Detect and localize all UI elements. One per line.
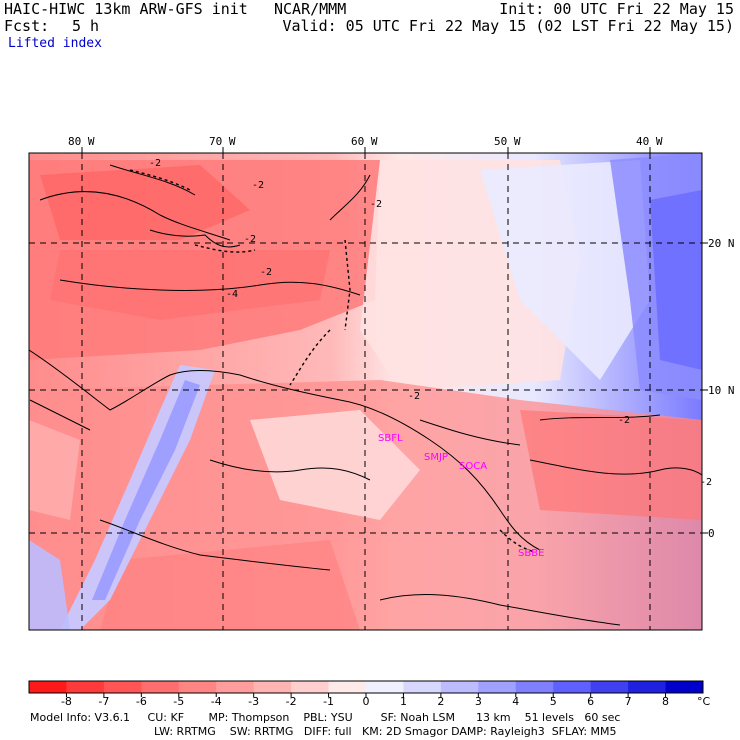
- lat-label-20n: 20 N: [708, 237, 735, 250]
- graticule: [29, 153, 702, 630]
- valid-time: Valid: 05 UTC Fri 22 May 15 (02 LST Fri …: [282, 17, 734, 35]
- station-smjp: SMJP: [424, 452, 448, 463]
- contour-label: -2: [370, 199, 382, 210]
- colorbar-swatch: [628, 681, 667, 693]
- colorbar-tick-label: 0: [363, 695, 370, 708]
- colorbar-swatch: [665, 681, 704, 693]
- contour-label: -2: [700, 477, 712, 488]
- map-field: [29, 153, 702, 630]
- colorbar-tick-label: -8: [61, 695, 72, 708]
- org-label: NCAR/MMM: [274, 0, 347, 18]
- colorbar-tick-label: 6: [587, 695, 594, 708]
- colorbar-swatch: [291, 681, 330, 693]
- station-sbbe: SBBE: [518, 548, 544, 559]
- colorbar-tick-label: -2: [286, 695, 297, 708]
- lon-label-80w: 80 W: [68, 135, 95, 148]
- colorbar-tick-label: -3: [248, 695, 259, 708]
- colorbar-unit: °C: [697, 695, 711, 708]
- colorbar-swatch: [141, 681, 180, 693]
- model-info-line1: Model Info: V3.6.1 CU: KF MP: Thompson P…: [30, 711, 621, 724]
- lon-label-60w: 60 W: [351, 135, 378, 148]
- fcst-label: Fcst:: [4, 17, 50, 35]
- init-time: Init: 00 UTC Fri 22 May 15: [499, 0, 734, 18]
- contour-label: -2: [149, 158, 161, 169]
- contour-label: -4: [226, 289, 238, 300]
- contour-label: -2: [252, 180, 264, 191]
- colorbar-tick-label: 1: [400, 695, 407, 708]
- model-title: HAIC-HIWC 13km ARW-GFS init: [4, 0, 248, 18]
- contour-label: -2: [244, 234, 256, 245]
- lon-label-50w: 50 W: [494, 135, 521, 148]
- lon-label-40w: 40 W: [636, 135, 663, 148]
- colorbar-swatch: [590, 681, 629, 693]
- colorbar-swatch: [366, 681, 404, 693]
- colorbar-tick-label: 8: [662, 695, 669, 708]
- colorbar-tick-label: -5: [173, 695, 184, 708]
- colorbar-tick-label: -6: [136, 695, 147, 708]
- colorbar-tick-label: 2: [437, 695, 444, 708]
- colorbar-swatch: [553, 681, 592, 693]
- lat-label-0: 0: [708, 527, 715, 540]
- colorbar-swatch: [216, 681, 255, 693]
- colorbar-tick-label: -1: [323, 695, 334, 708]
- colorbar-tick-label: 5: [550, 695, 557, 708]
- colorbar-swatch: [515, 681, 554, 693]
- colorbar-swatch: [403, 681, 442, 693]
- contour-label: -2: [618, 415, 630, 426]
- colorbar-tick-label: 3: [475, 695, 482, 708]
- fcst-value: 5 h: [72, 17, 100, 35]
- colorbar-swatch: [29, 681, 67, 693]
- colorbar-tick-label: -4: [211, 695, 222, 708]
- model-info-line2: LW: RRTMG SW: RRTMG DIFF: full KM: 2D Sm…: [154, 725, 617, 738]
- lat-label-10n: 10 N: [708, 384, 735, 397]
- colorbar: -8 -7 -6 -5 -4 -3 -2 -1 0 1 2 3 4 5 6 7 8: [28, 680, 704, 708]
- colorbar-tick-label: 4: [512, 695, 519, 708]
- station-sbfl: SBFL: [378, 433, 403, 444]
- colorbar-swatch: [66, 681, 105, 693]
- colorbar-swatch: [440, 681, 479, 693]
- lon-label-70w: 70 W: [209, 135, 236, 148]
- colorbar-swatch: [328, 681, 367, 693]
- colorbar-tick-label: -7: [98, 695, 109, 708]
- field-name: Lifted index: [8, 36, 102, 51]
- colorbar-tick-label: 7: [625, 695, 632, 708]
- station-soca: SOCA: [459, 461, 487, 472]
- contour-label: -2: [260, 267, 272, 278]
- contour-label: -2: [408, 391, 420, 402]
- colorbar-swatch: [178, 681, 217, 693]
- colorbar-swatch: [103, 681, 142, 693]
- colorbar-swatch: [253, 681, 292, 693]
- colorbar-swatch: [478, 681, 517, 693]
